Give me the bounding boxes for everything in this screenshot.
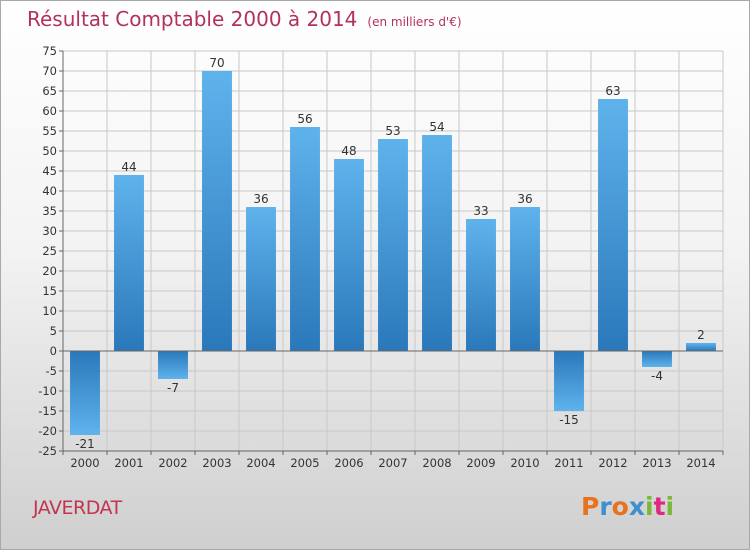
y-tick-label: 60 [42,104,57,118]
bar [202,71,232,351]
bar [466,219,496,351]
proxiti-logo: Proxiti [581,492,674,521]
y-tick-label: 10 [42,304,57,318]
logo-letter: i [645,492,654,521]
y-tick-label: -10 [38,384,57,398]
bar [554,351,584,411]
data-label: 53 [385,124,400,138]
x-tick-label: 2014 [686,456,715,470]
bar [378,139,408,351]
bar [70,351,100,435]
data-label: -7 [167,381,179,395]
data-label: 36 [253,192,268,206]
data-label: 56 [297,112,312,126]
bar [422,135,452,351]
y-tick-label: -20 [38,424,57,438]
y-tick-label: 50 [42,144,57,158]
chart-title: Résultat Comptable 2000 à 2014 [27,7,358,31]
data-label: 44 [121,160,136,174]
data-label: -4 [651,369,663,383]
data-label: 54 [429,120,444,134]
logo-letter: r [599,492,612,521]
bar [686,343,716,351]
x-tick-label: 2007 [378,456,407,470]
data-label: 36 [517,192,532,206]
data-label: 48 [341,144,356,158]
y-tick-label: 30 [42,224,57,238]
data-label: 33 [473,204,488,218]
x-tick-label: 2012 [598,456,627,470]
chart-subtitle: (en milliers d'€) [367,15,462,29]
bar [246,207,276,351]
logo-letter: i [665,492,675,521]
x-tick-label: 2004 [246,456,275,470]
bar [598,99,628,351]
y-tick-label: 45 [42,164,57,178]
y-tick-label: 15 [42,284,57,298]
y-tick-label: -25 [38,444,57,458]
x-tick-label: 2005 [290,456,319,470]
y-tick-label: 20 [42,264,57,278]
y-tick-label: 25 [42,244,57,258]
logo-letter: t [653,492,666,521]
data-label: 63 [605,84,620,98]
data-label: -21 [75,437,95,451]
bar [642,351,672,367]
x-tick-label: 2013 [642,456,671,470]
y-tick-label: 35 [42,204,57,218]
bar [510,207,540,351]
logo-letter: o [611,492,629,521]
bar [290,127,320,351]
x-tick-label: 2011 [554,456,583,470]
y-tick-label: -15 [38,404,57,418]
x-tick-label: 2008 [422,456,451,470]
x-tick-label: 2003 [202,456,231,470]
commune-name: JAVERDAT [33,497,122,519]
bar [334,159,364,351]
data-label: 70 [209,56,224,70]
y-tick-label: 55 [42,124,57,138]
data-label: 2 [697,328,705,342]
bars [70,71,716,435]
x-tick-label: 2006 [334,456,363,470]
x-tick-label: 2002 [158,456,187,470]
y-tick-label: 75 [42,44,57,58]
x-tick-label: 2000 [70,456,99,470]
title-block: Résultat Comptable 2000 à 2014 (en millie… [27,7,462,31]
bar [114,175,144,351]
y-tick-label: 0 [50,344,57,358]
bar [158,351,188,379]
x-tick-label: 2001 [114,456,143,470]
logo-letter: x [628,492,645,521]
x-tick-label: 2010 [510,456,539,470]
data-label: -15 [559,413,579,427]
y-tick-label: -5 [46,364,57,378]
x-tick-label: 2009 [466,456,495,470]
axes [59,50,724,455]
logo-letter: P [581,492,600,521]
y-tick-label: 70 [42,64,57,78]
y-tick-label: 5 [50,324,57,338]
labels: -25 -20 -15 -10 -5 0 5 10 15 20 25 30 35 40 45 50 55 60 65… [38,44,715,470]
y-tick-label: 40 [42,184,57,198]
y-tick-label: 65 [42,84,57,98]
